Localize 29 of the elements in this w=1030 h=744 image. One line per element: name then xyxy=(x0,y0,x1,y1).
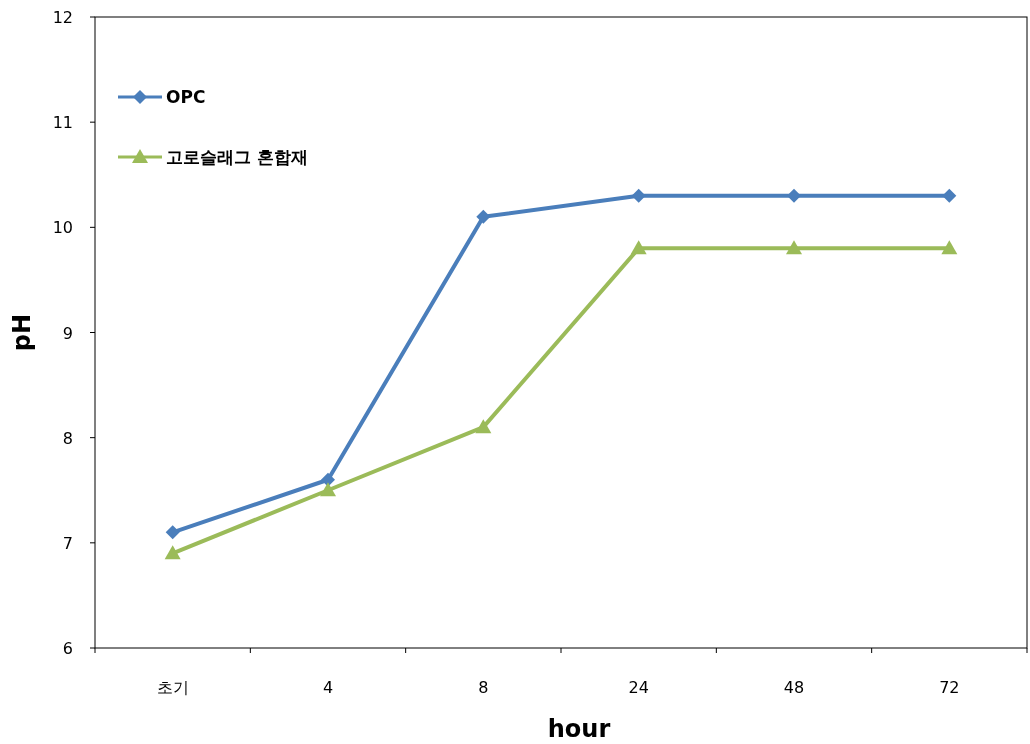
x-tick-label: 72 xyxy=(939,678,960,697)
point xyxy=(941,240,958,255)
y-tick-label: 12 xyxy=(52,8,73,27)
x-tick-label: 초기 xyxy=(156,678,189,697)
point xyxy=(164,545,181,560)
x-tick-label: 24 xyxy=(628,678,649,697)
point xyxy=(321,472,335,487)
y-tick-label: 11 xyxy=(52,113,73,133)
y-axis-title: pH xyxy=(8,313,36,352)
x-tick-label: 8 xyxy=(478,678,489,697)
point xyxy=(631,188,646,203)
y-tick-label: 9 xyxy=(62,323,73,343)
y-tick-label: 6 xyxy=(62,639,73,658)
y-tick-label: 7 xyxy=(62,533,73,553)
point xyxy=(630,240,647,255)
y-tick-label: 8 xyxy=(62,428,73,448)
legend-label: OPC xyxy=(166,87,206,107)
x-tick-label: 48 xyxy=(783,678,805,697)
legend-label: 고로슬래그 혼합재 xyxy=(166,147,308,167)
point xyxy=(475,419,492,434)
x-axis-title: hour xyxy=(547,715,611,743)
point xyxy=(476,209,491,224)
point xyxy=(320,482,336,497)
point xyxy=(786,240,802,255)
point xyxy=(787,188,801,203)
point xyxy=(165,525,180,540)
y-tick-label: 10 xyxy=(52,218,73,238)
x-tick-label: 4 xyxy=(322,678,334,697)
point xyxy=(942,188,957,203)
